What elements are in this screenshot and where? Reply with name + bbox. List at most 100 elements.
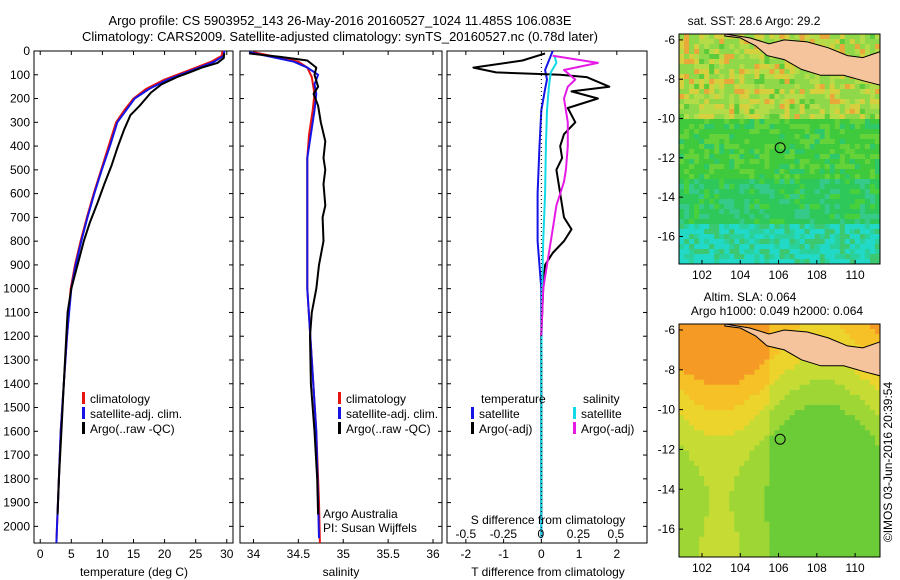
sst_map-cell (754, 149, 761, 155)
sst_map-cell (704, 169, 710, 175)
sla_map-cell (714, 344, 720, 350)
sla_map-cell (864, 511, 871, 518)
sla_map-cell (759, 506, 766, 513)
difference-top-tick-label: -0.5 (456, 527, 477, 541)
sla_map-cell (844, 546, 851, 553)
sla_map-cell (874, 501, 880, 507)
sst_map-cell (754, 99, 761, 105)
sla_map-cell (759, 481, 766, 487)
sst_map-cell (704, 64, 710, 70)
sla_map-cell (819, 410, 826, 416)
sst_map-cell (839, 184, 846, 190)
sst_map-cell (704, 124, 710, 130)
sla_map-cell (799, 430, 806, 437)
sla_map-land (724, 324, 880, 377)
sst_map-cell (739, 44, 745, 50)
sst_map-cell (869, 89, 876, 95)
sla_map-cell (829, 410, 836, 416)
sla_map-cell (859, 511, 866, 518)
sla_map-cell (754, 399, 761, 406)
difference-xlabel: T difference from climatology (471, 565, 625, 579)
sst_map-cell (769, 204, 776, 210)
sst_map-cell (689, 164, 695, 170)
sst_map-cell (699, 109, 705, 115)
sst_map-cell (814, 89, 821, 95)
sla_map-cell (869, 475, 876, 482)
sla_map-cell (874, 389, 880, 396)
sla_map-cell (699, 546, 705, 553)
sla_map-cell (819, 475, 826, 482)
sst_map-cell (809, 239, 816, 245)
sla_map-cell (824, 420, 831, 426)
sst_map-cell (844, 124, 851, 130)
sla_map-cell (789, 481, 796, 487)
sst_map-cell (719, 249, 725, 255)
sst_map-cell (774, 184, 781, 190)
sla_map-cell (834, 425, 841, 431)
sst_map-cell (729, 224, 735, 230)
sla_map-cell (729, 470, 735, 477)
sst_map-cell (784, 64, 791, 70)
sla_map-cell (849, 450, 856, 457)
sst_map-cell (789, 259, 796, 264)
sla_map-cell (759, 440, 766, 447)
sla_map-cell (709, 410, 715, 416)
sst_map-cell (744, 64, 750, 70)
sla_map-cell (869, 470, 876, 477)
sla_map-cell (824, 546, 831, 553)
sla_map-cell (769, 531, 776, 538)
sst_map-cell (739, 69, 745, 75)
sla_map-cell (784, 405, 791, 411)
sst_map-cell (679, 84, 685, 90)
sst_map-cell (804, 109, 811, 115)
sst_map-cell (854, 149, 861, 155)
sla_map-cell (739, 399, 745, 406)
sla_map-cell (854, 546, 861, 553)
salinity-legend-swatch-1 (338, 392, 341, 404)
sst_map-cell (854, 169, 861, 175)
sla_map-cell (719, 470, 725, 477)
sst_map-cell (864, 249, 871, 255)
sst_map-cell (694, 114, 700, 120)
sst_map-cell (829, 194, 836, 200)
sst_map-cell (819, 39, 826, 45)
sst-map-panel: 102 104 106 108 110-6-8-10-12-14-16 (658, 33, 881, 282)
sst_map-cell (869, 244, 876, 250)
sla_map-cell (794, 405, 801, 411)
sst_map-cell (844, 79, 851, 85)
sst_map-cell (729, 204, 735, 210)
sla_map-cell (774, 521, 781, 528)
sst_map-cell (829, 104, 836, 110)
sla_map-cell (799, 536, 806, 543)
sst_map-cell (799, 214, 806, 220)
sla_map-cell (689, 435, 695, 442)
sla_map-cell (709, 364, 715, 371)
sla_map-cell (689, 506, 695, 513)
sla_map-cell (794, 415, 801, 421)
sst_map-cell (689, 159, 695, 165)
sst_map-cell (714, 249, 720, 255)
sla_map-cell (689, 430, 695, 437)
sla_map-cell (859, 465, 866, 472)
sla_map-cell (874, 506, 880, 513)
sla_map-cell (859, 324, 866, 330)
sla_map-cell (709, 379, 715, 386)
sla_map-cell (874, 430, 880, 437)
sla_map-cell (849, 531, 856, 538)
sst_map-cell (869, 39, 876, 45)
sst_map-cell (819, 99, 826, 105)
sst_map-cell (729, 259, 735, 264)
sst_map-ytick-label: -16 (658, 229, 676, 243)
sla_map-cell (744, 344, 750, 350)
sst_map-cell (789, 244, 796, 250)
sst_map-cell (864, 84, 871, 90)
sst_map-cell (734, 249, 740, 255)
sst_map-cell (704, 154, 710, 160)
sla_map-cell (869, 531, 876, 538)
sst_map-cell (819, 259, 826, 264)
sst_map-cell (719, 84, 725, 90)
sst_map-cell (839, 244, 846, 250)
sst_map-cell (709, 199, 715, 205)
sst_map-cell (824, 229, 831, 235)
sst_map-cell (724, 124, 730, 130)
